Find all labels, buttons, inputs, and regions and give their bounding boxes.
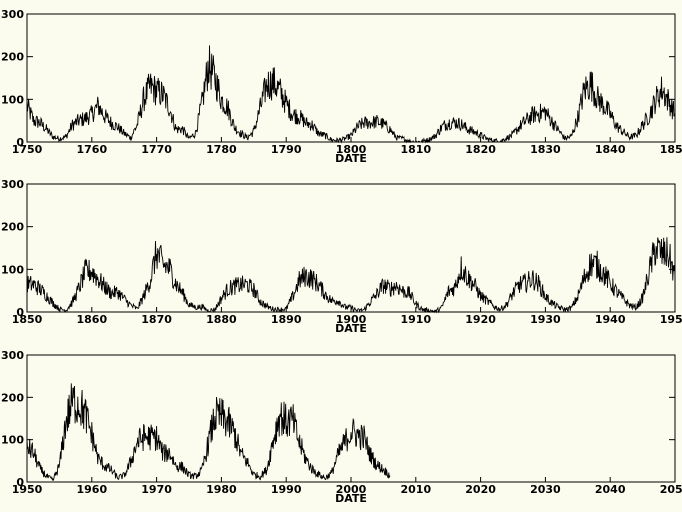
x-tick-label: 1800 <box>336 143 367 156</box>
x-tick-label: 2010 <box>400 483 431 496</box>
x-tick-label: 1780 <box>206 143 237 156</box>
y-tick-label: 300 <box>1 8 24 21</box>
x-tick-label: 1960 <box>76 483 107 496</box>
x-tick-label: 1920 <box>465 313 496 326</box>
y-tick-label: 0 <box>16 136 24 149</box>
x-tick-label: 1880 <box>206 313 237 326</box>
y-tick-label: 300 <box>1 178 24 191</box>
series-line-1 <box>26 383 391 482</box>
x-tick-label: 1820 <box>465 143 496 156</box>
x-tick-label: 1940 <box>595 313 626 326</box>
x-tick-label: 1760 <box>76 143 107 156</box>
x-tick-label: 2000 <box>336 483 367 496</box>
x-tick-label: 1810 <box>400 143 431 156</box>
x-tick-label: 1770 <box>141 143 172 156</box>
x-tick-label: 1870 <box>141 313 172 326</box>
y-tick-label: 100 <box>1 263 24 276</box>
x-tick-label: 1850 <box>660 143 682 156</box>
x-tick-label: 1850 <box>12 313 43 326</box>
y-tick-label: 200 <box>1 51 24 64</box>
x-tick-label: 2020 <box>465 483 496 496</box>
y-tick-label: 300 <box>1 349 24 362</box>
x-tick-label: 1750 <box>12 143 43 156</box>
x-tick-label: 1950 <box>660 313 682 326</box>
y-tick-label: 100 <box>1 93 24 106</box>
x-axis-label: DATE <box>335 152 367 165</box>
x-tick-label: 1930 <box>530 313 561 326</box>
plot-frame <box>26 354 676 483</box>
chart-panel-1: 0 100 200 300 1750 1760 1770 1780 1790 1800 1810 18… <box>1 8 682 165</box>
x-tick-label: 2030 <box>530 483 561 496</box>
x-tick-label: 1790 <box>271 143 302 156</box>
x-tick-label: 1830 <box>530 143 561 156</box>
x-tick-label: 1840 <box>595 143 626 156</box>
x-tick-label: 1950 <box>12 483 43 496</box>
x-tick-label: 1910 <box>400 313 431 326</box>
series-line-1 <box>26 45 676 144</box>
x-tick-label: 1980 <box>206 483 237 496</box>
chart-panel-2: 0 100 200 300 1850 1860 1870 1880 1890 1900 1910 19… <box>1 178 682 335</box>
series-line-1 <box>26 237 676 314</box>
y-tick-label: 0 <box>16 306 24 319</box>
x-tick-label: 2050 <box>660 483 682 496</box>
y-tick-label: 200 <box>1 391 24 404</box>
x-axis-label: DATE <box>335 492 367 505</box>
y-tick-label: 100 <box>1 434 24 447</box>
x-tick-label: 2040 <box>595 483 626 496</box>
y-tick-label: 200 <box>1 221 24 234</box>
x-tick-label: 1890 <box>271 313 302 326</box>
chart-panel-3: 0 100 200 300 1950 1960 1970 1980 1990 2000 2010 20… <box>1 349 682 505</box>
y-tick-label: 0 <box>16 476 24 489</box>
x-tick-label: 1860 <box>76 313 107 326</box>
x-tick-label: 1900 <box>336 313 367 326</box>
x-tick-label: 1970 <box>141 483 172 496</box>
x-axis-label: DATE <box>335 322 367 335</box>
x-tick-label: 1990 <box>271 483 302 496</box>
